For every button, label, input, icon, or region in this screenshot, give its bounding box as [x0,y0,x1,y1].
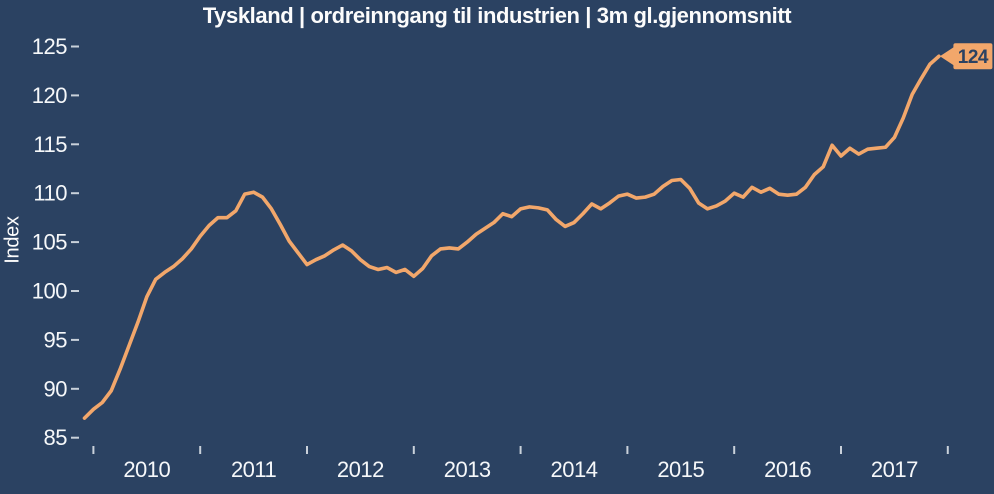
end-value-callout: 124 [939,43,993,70]
x-axis: 2010 2011 2012 2013 2014 2015 2016 2017 [92,446,949,482]
x-tick-label: 2011 [231,457,277,482]
y-axis: 85 90 95 100 105 110 115 120 125 [32,34,79,450]
x-tick-label: 2013 [444,457,491,482]
y-tick-label: 125 [32,34,67,59]
y-tick-label: 110 [33,181,67,206]
y-tick-label: 85 [44,425,68,450]
chart-title: Tyskland | ordreinngang til industrien |… [202,3,792,28]
series-line [82,54,941,420]
callout-value: 124 [958,47,989,68]
y-tick-label: 105 [32,230,67,255]
callout-arrow-icon [939,46,955,66]
y-tick-label: 120 [32,83,67,108]
y-tick-label: 115 [33,132,67,157]
x-tick-label: 2014 [551,457,598,482]
callout-box [953,43,993,70]
x-tick-label: 2012 [337,457,384,482]
y-tick-label: 100 [32,279,67,304]
y-tick-label: 90 [44,376,68,401]
x-tick-label: 2015 [657,457,704,482]
x-tick-label: 2017 [871,457,918,482]
x-tick-label: 2010 [123,457,170,482]
y-tick-label: 95 [44,327,68,352]
x-tick-label: 2016 [764,457,811,482]
